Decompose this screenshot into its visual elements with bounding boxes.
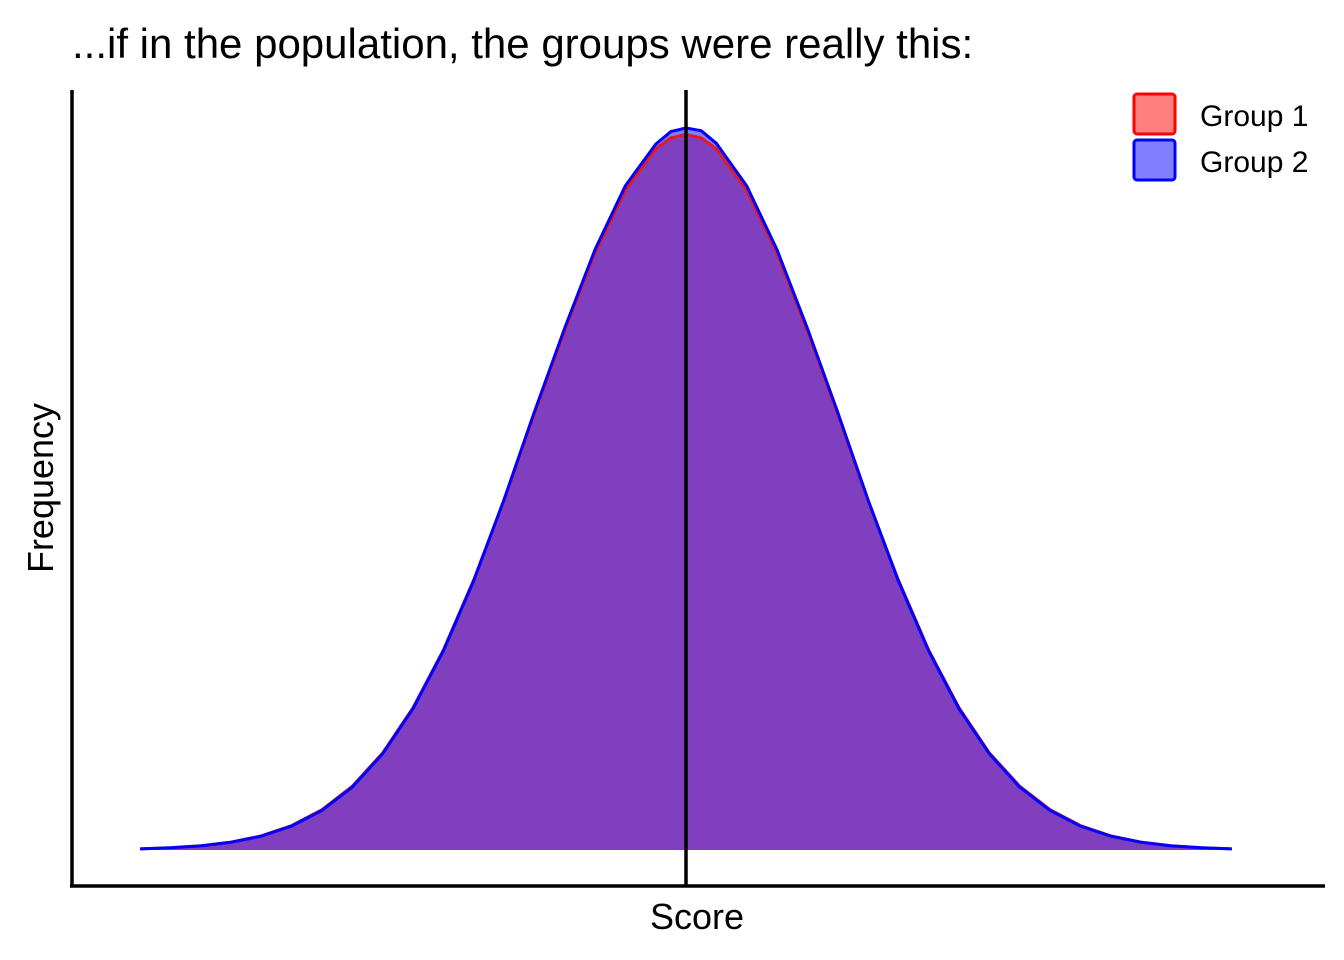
plot-area xyxy=(140,90,1232,886)
legend-swatch-group-2 xyxy=(1132,138,1177,182)
legend-item-group-1: Group 1 xyxy=(1132,92,1308,136)
legend-label-group-2: Group 2 xyxy=(1200,146,1308,179)
legend-swatch-group-1 xyxy=(1132,92,1177,136)
legend: Group 1 Group 2 xyxy=(1132,92,1308,182)
legend-item-group-2: Group 2 xyxy=(1132,138,1308,182)
chart-title: ...if in the population, the groups were… xyxy=(72,20,973,67)
y-axis-label: Frequency xyxy=(20,403,61,573)
legend-label-group-1: Group 1 xyxy=(1200,100,1308,133)
x-axis-label: Score xyxy=(650,896,744,937)
